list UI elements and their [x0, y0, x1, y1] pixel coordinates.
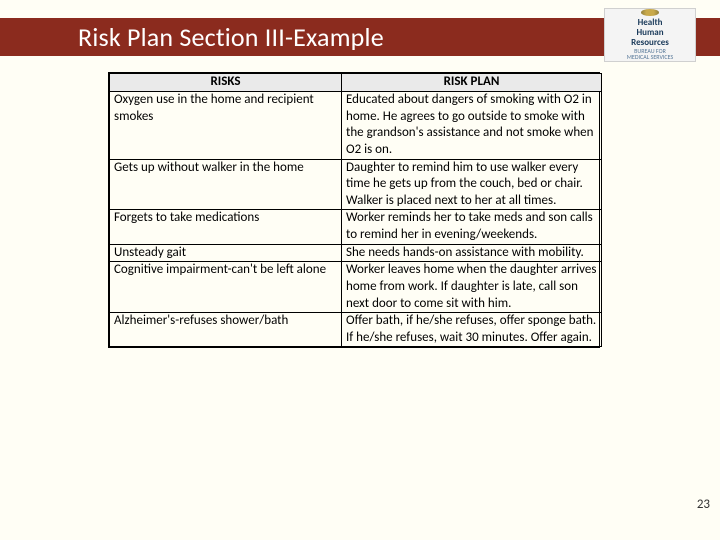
plan-cell: She needs hands-on assistance with mobil…	[342, 244, 602, 262]
table-row: Unsteady gait She needs hands-on assista…	[110, 244, 602, 262]
agency-logo: Health Human Resources BUREAU FOR MEDICA…	[604, 8, 696, 62]
risk-cell: Cognitive impairment-can't be left alone	[110, 262, 342, 313]
logo-line-medical: MEDICAL SERVICES	[627, 54, 673, 61]
table-row: Forgets to take medications Worker remin…	[110, 210, 602, 244]
table-row: Oxygen use in the home and recipient smo…	[110, 92, 602, 160]
risk-cell: Forgets to take medications	[110, 210, 342, 244]
table-row: Alzheimer's-refuses shower/bath Offer ba…	[110, 313, 602, 347]
plan-cell: Worker leaves home when the daughter arr…	[342, 262, 602, 313]
seal-icon	[641, 9, 659, 16]
risk-cell: Oxygen use in the home and recipient smo…	[110, 92, 342, 160]
table-row: Gets up without walker in the home Daugh…	[110, 159, 602, 210]
risk-cell: Alzheimer's-refuses shower/bath	[110, 313, 342, 347]
risk-table: RISKS RISK PLAN Oxygen use in the home a…	[109, 73, 602, 347]
plan-cell: Offer bath, if he/she refuses, offer spo…	[342, 313, 602, 347]
risk-cell: Unsteady gait	[110, 244, 342, 262]
table-header-row: RISKS RISK PLAN	[110, 74, 602, 92]
page-title: Risk Plan Section III-Example	[0, 21, 384, 53]
plan-cell: Educated about dangers of smoking with O…	[342, 92, 602, 160]
col-header-plan: RISK PLAN	[342, 74, 602, 92]
page-number: 23	[697, 497, 710, 512]
col-header-risks: RISKS	[110, 74, 342, 92]
risk-table-container: RISKS RISK PLAN Oxygen use in the home a…	[108, 72, 600, 348]
plan-cell: Daughter to remind him to use walker eve…	[342, 159, 602, 210]
plan-cell: Worker reminds her to take meds and son …	[342, 210, 602, 244]
risk-cell: Gets up without walker in the home	[110, 159, 342, 210]
table-row: Cognitive impairment-can't be left alone…	[110, 262, 602, 313]
